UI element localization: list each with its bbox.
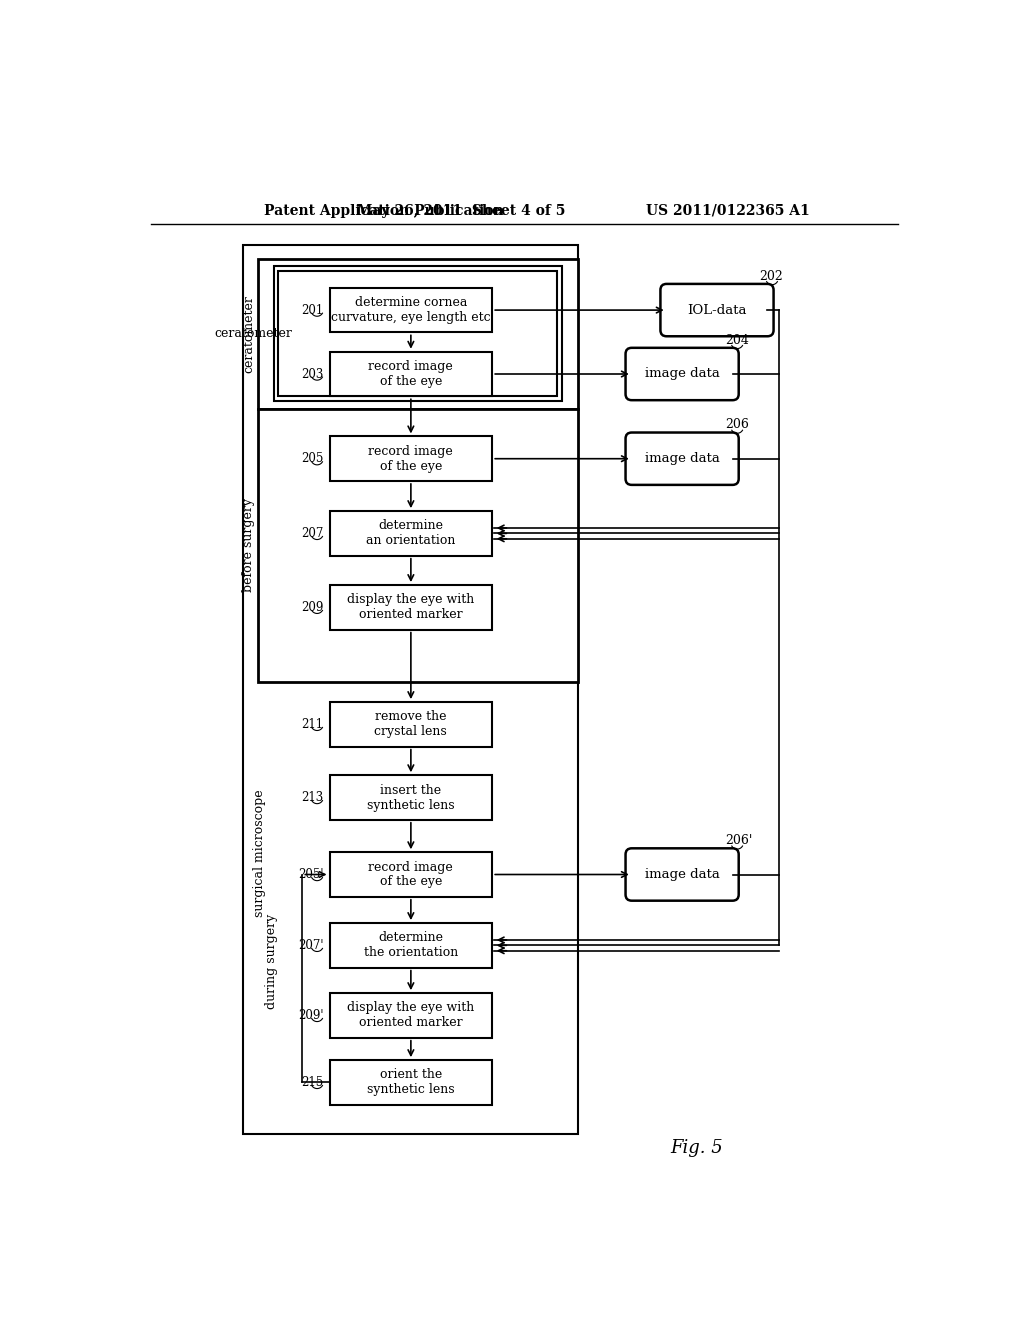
Bar — [330, 853, 493, 896]
Text: 205: 205 — [301, 453, 324, 465]
Text: 205': 205' — [298, 869, 324, 880]
Text: during surgery: during surgery — [265, 913, 278, 1008]
Bar — [330, 923, 493, 968]
Text: record image
of the eye: record image of the eye — [369, 360, 454, 388]
Text: 215: 215 — [301, 1076, 324, 1089]
Bar — [330, 511, 493, 556]
Text: Patent Application Publication: Patent Application Publication — [263, 203, 503, 218]
Text: orient the
synthetic lens: orient the synthetic lens — [367, 1068, 455, 1097]
FancyBboxPatch shape — [626, 849, 738, 900]
FancyBboxPatch shape — [626, 433, 738, 484]
FancyBboxPatch shape — [660, 284, 773, 337]
Text: insert the
synthetic lens: insert the synthetic lens — [367, 784, 455, 812]
Bar — [330, 1060, 493, 1105]
Text: ceratometer: ceratometer — [243, 294, 255, 372]
Bar — [330, 437, 493, 480]
Text: 211: 211 — [301, 718, 324, 731]
Text: 207: 207 — [301, 527, 324, 540]
FancyBboxPatch shape — [626, 348, 738, 400]
Text: US 2011/0122365 A1: US 2011/0122365 A1 — [646, 203, 810, 218]
Text: Fig. 5: Fig. 5 — [671, 1139, 723, 1156]
Text: ceratometer: ceratometer — [215, 327, 293, 341]
Text: 207': 207' — [298, 939, 324, 952]
Bar — [330, 702, 493, 747]
Text: before surgery: before surgery — [243, 499, 255, 593]
Text: surgical microscope: surgical microscope — [253, 789, 266, 917]
Text: display the eye with
oriented marker: display the eye with oriented marker — [347, 593, 474, 622]
Text: 206': 206' — [725, 834, 752, 847]
Text: 202: 202 — [760, 269, 783, 282]
Bar — [273, 267, 562, 401]
Text: remove the
crystal lens: remove the crystal lens — [375, 710, 447, 738]
Bar — [330, 351, 493, 396]
Bar — [330, 585, 493, 630]
Text: 206: 206 — [725, 418, 749, 432]
Bar — [330, 993, 493, 1038]
Text: determine
the orientation: determine the orientation — [364, 932, 458, 960]
Bar — [330, 288, 493, 333]
Bar — [258, 259, 578, 409]
Bar — [279, 271, 557, 396]
Text: image data: image data — [645, 367, 720, 380]
Text: 213: 213 — [301, 791, 324, 804]
Text: 204: 204 — [725, 334, 749, 347]
Text: 209: 209 — [301, 601, 324, 614]
Text: 203: 203 — [301, 367, 324, 380]
Text: image data: image data — [645, 453, 720, 465]
Text: 201: 201 — [301, 304, 324, 317]
Text: record image
of the eye: record image of the eye — [369, 861, 454, 888]
Bar — [258, 409, 578, 682]
Text: IOL-data: IOL-data — [687, 304, 746, 317]
Text: determine
an orientation: determine an orientation — [367, 519, 456, 548]
Text: May 26, 2011  Sheet 4 of 5: May 26, 2011 Sheet 4 of 5 — [357, 203, 565, 218]
Text: record image
of the eye: record image of the eye — [369, 445, 454, 473]
Text: image data: image data — [645, 869, 720, 880]
Bar — [330, 775, 493, 820]
Bar — [243, 244, 578, 1134]
Text: determine cornea
curvature, eye length etc: determine cornea curvature, eye length e… — [331, 296, 490, 325]
Text: display the eye with
oriented marker: display the eye with oriented marker — [347, 1002, 474, 1030]
Text: 209': 209' — [298, 1008, 324, 1022]
